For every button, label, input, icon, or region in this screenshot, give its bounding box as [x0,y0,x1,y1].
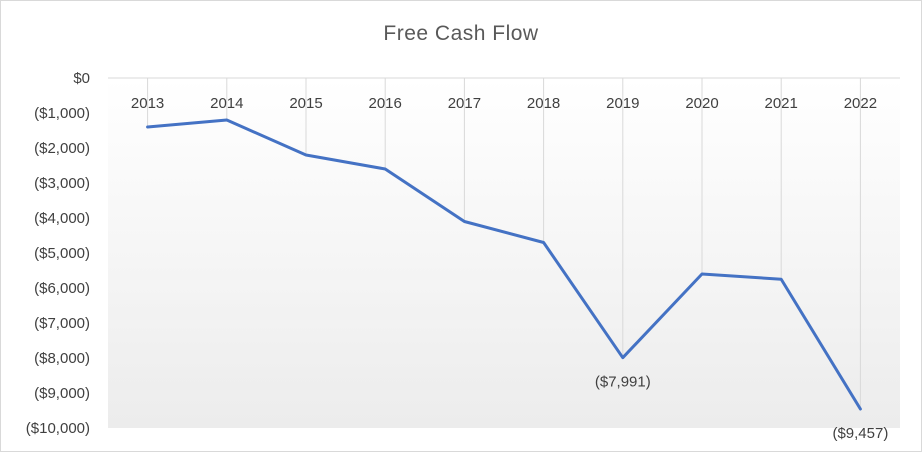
data-label-2019: ($7,991) [595,374,651,391]
y-tick-label: ($3,000) [34,175,90,192]
y-tick-label: ($6,000) [34,280,90,297]
y-tick-label: ($8,000) [34,350,90,367]
x-tick-label-2016: 2016 [369,95,402,112]
x-tick-label-2015: 2015 [289,95,322,112]
x-tick-label-2014: 2014 [210,95,243,112]
series-line-0 [146,118,862,411]
x-tick-label-2017: 2017 [448,95,481,112]
plot-area [108,78,900,428]
y-tick-label: ($5,000) [34,245,90,262]
y-tick-label: ($2,000) [34,140,90,157]
y-tick-label: ($4,000) [34,210,90,227]
y-tick-label: ($1,000) [34,105,90,122]
x-tick-label-2020: 2020 [685,95,718,112]
x-tick-label-2021: 2021 [765,95,798,112]
y-tick-label: ($9,000) [34,385,90,402]
x-tick-label-2019: 2019 [606,95,639,112]
y-tick-label: ($7,000) [34,315,90,332]
y-tick-label: ($10,000) [26,420,90,437]
x-tick-label-2013: 2013 [131,95,164,112]
x-tick-label-2018: 2018 [527,95,560,112]
y-tick-label: $0 [73,70,90,87]
x-tick-label-2022: 2022 [844,95,877,112]
chart-title: Free Cash Flow [383,22,539,45]
data-label-2022: ($9,457) [832,425,888,442]
